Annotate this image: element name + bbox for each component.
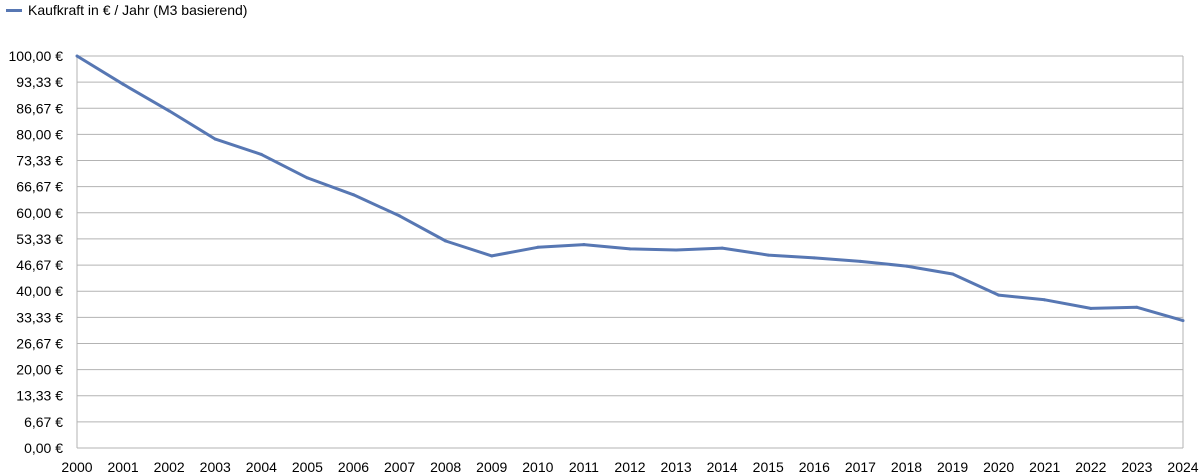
y-tick-label: 60,00 € [16,205,63,221]
y-tick-label: 66,67 € [16,179,63,195]
data-point [75,54,79,58]
y-tick-label: 33,33 € [16,309,63,325]
x-tick-label: 2003 [200,459,231,475]
y-tick-label: 13,33 € [16,388,63,404]
x-tick-label: 2022 [1075,459,1106,475]
x-tick-label: 2007 [384,459,415,475]
y-tick-label: 100,00 € [9,48,64,64]
y-tick-label: 93,33 € [16,74,63,90]
data-point [582,243,586,247]
data-point [997,293,1001,297]
data-point [444,239,448,243]
x-tick-label: 2002 [154,459,185,475]
legend-line-swatch [6,8,22,12]
data-point [905,264,908,268]
y-tick-label: 6,67 € [24,414,63,430]
data-point [1043,298,1047,302]
y-tick-label: 26,67 € [16,335,63,351]
data-point [1181,319,1185,323]
data-point [213,137,217,141]
x-tick-label: 2008 [430,459,461,475]
x-tick-label: 2009 [476,459,507,475]
data-point [1135,305,1139,309]
x-tick-label: 2006 [338,459,369,475]
y-tick-label: 86,67 € [16,100,63,116]
data-point [720,246,724,250]
x-tick-label: 2021 [1029,459,1060,475]
x-tick-label: 2024 [1167,459,1198,475]
y-tick-label: 0,00 € [24,440,63,456]
x-tick-label: 2012 [614,459,645,475]
x-tick-label: 2018 [891,459,922,475]
legend-label: Kaufkraft in € / Jahr (M3 basierend) [28,2,248,18]
data-point [536,245,540,249]
x-tick-label: 2005 [292,459,323,475]
data-point [766,253,770,257]
y-tick-label: 40,00 € [16,283,63,299]
x-tick-label: 2023 [1121,459,1152,475]
data-point [628,247,632,251]
data-point [674,248,678,252]
y-tick-label: 53,33 € [16,231,63,247]
x-tick-label: 2020 [983,459,1014,475]
data-point [259,152,263,156]
y-tick-label: 80,00 € [16,126,63,142]
y-tick-label: 20,00 € [16,362,63,378]
legend: Kaufkraft in € / Jahr (M3 basierend) [6,2,247,18]
data-point [121,82,125,86]
data-point [490,254,494,258]
data-point [812,256,816,260]
data-point [305,176,309,180]
x-tick-label: 2004 [246,459,277,475]
x-tick-label: 2017 [845,459,876,475]
x-tick-label: 2014 [707,459,738,475]
x-tick-label: 2013 [661,459,692,475]
x-tick-label: 2010 [522,459,553,475]
y-tick-label: 46,67 € [16,257,63,273]
x-tick-label: 2001 [108,459,139,475]
data-point [951,272,955,276]
data-point [352,193,355,197]
data-point [858,259,862,263]
x-tick-label: 2019 [937,459,968,475]
data-point [398,214,402,218]
x-tick-label: 2015 [753,459,784,475]
y-tick-label: 73,33 € [16,153,63,169]
series-line [76,54,1184,323]
data-point [167,109,171,113]
x-tick-label: 2011 [569,459,599,475]
data-point [1089,306,1093,310]
x-tick-label: 2016 [799,459,830,475]
x-tick-label: 2000 [61,459,92,475]
